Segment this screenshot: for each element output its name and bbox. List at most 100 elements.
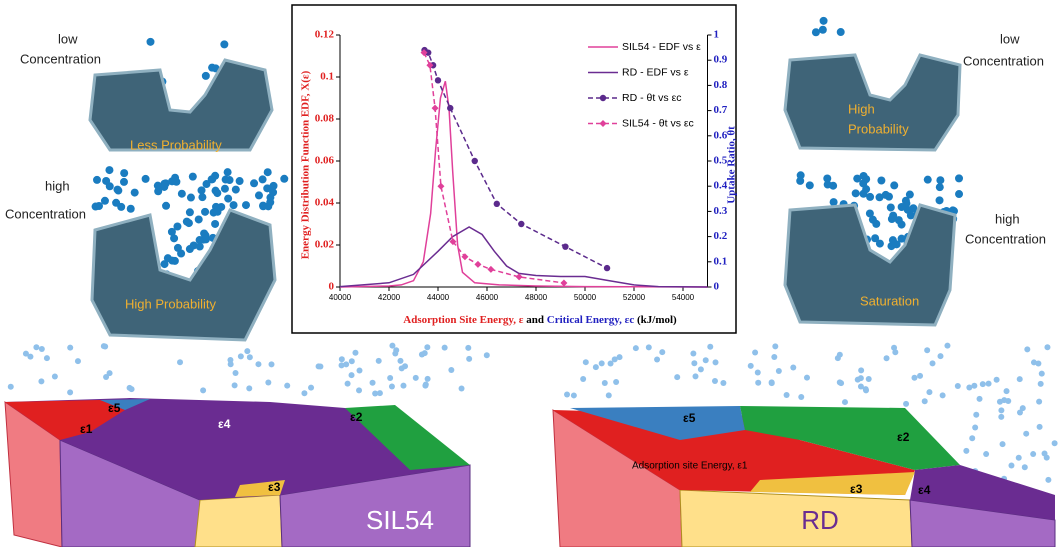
slab-face — [195, 495, 282, 547]
molecule — [224, 168, 232, 176]
label-part: Critical Energy, εc — [547, 314, 635, 326]
molecule — [571, 392, 577, 398]
particle — [92, 210, 275, 340]
molecule — [1036, 399, 1042, 405]
molecule — [776, 368, 782, 374]
molecule — [1039, 371, 1045, 377]
molecule — [1030, 451, 1036, 457]
molecule — [448, 367, 454, 373]
molecule — [1024, 346, 1030, 352]
molecule — [698, 366, 704, 372]
label: low — [58, 31, 78, 46]
molecule — [898, 221, 906, 229]
molecule — [1000, 441, 1006, 447]
molecule — [837, 379, 843, 385]
molecule — [301, 390, 307, 396]
molecule — [755, 369, 761, 375]
molecule — [168, 257, 176, 265]
region-label: ε3 — [268, 480, 281, 494]
molecule — [264, 168, 272, 176]
molecule — [798, 394, 804, 400]
label: Probability — [848, 121, 909, 136]
molecule — [129, 386, 135, 392]
y2-tick-label: 0.6 — [714, 129, 728, 141]
molecule — [212, 187, 220, 195]
legend-marker — [600, 95, 606, 101]
molecule — [189, 173, 197, 181]
molecule — [977, 396, 983, 402]
molecule — [38, 378, 44, 384]
molecule — [131, 189, 139, 197]
molecule — [936, 196, 944, 204]
molecule — [198, 186, 206, 194]
molecule — [120, 178, 128, 186]
molecule — [190, 241, 198, 249]
x-tick-label: 42000 — [378, 293, 401, 302]
molecule — [613, 379, 619, 385]
molecule — [1042, 451, 1048, 457]
molecule — [955, 174, 963, 182]
molecule — [898, 203, 906, 211]
label-part: and — [524, 314, 547, 326]
molecule — [424, 344, 430, 350]
region-label: Adsorption site Energy, ε1 — [632, 461, 748, 472]
molecule — [924, 347, 930, 353]
y-axis-label: Energy Distribution Function EDF, X(ε) — [300, 70, 312, 259]
point — [494, 201, 500, 207]
molecule — [200, 387, 206, 393]
molecule — [238, 353, 244, 359]
y2-tick-label: 0.5 — [714, 155, 728, 167]
legend-label: SIL54 - EDF vs ε — [622, 41, 701, 53]
molecule — [1045, 477, 1051, 483]
y-tick-label: 0.04 — [315, 197, 335, 209]
molecule — [986, 381, 992, 387]
molecule — [769, 379, 775, 385]
molecule — [352, 350, 358, 356]
molecule — [889, 236, 897, 244]
molecule — [244, 348, 250, 354]
molecule — [659, 349, 665, 355]
molecule — [422, 350, 428, 356]
molecule — [713, 359, 719, 365]
legend-label: SIL54 - θt vs εc — [622, 117, 694, 129]
molecule — [242, 201, 250, 209]
molecule — [966, 384, 972, 390]
molecule — [891, 345, 897, 351]
molecule — [105, 166, 113, 174]
molecule — [903, 401, 909, 407]
molecule — [940, 392, 946, 398]
molecule — [955, 383, 961, 389]
molecule — [230, 201, 238, 209]
molecule — [255, 361, 261, 367]
molecule — [887, 203, 895, 211]
molecule — [356, 387, 362, 393]
molecule — [877, 176, 885, 184]
x-tick-label: 44000 — [427, 293, 450, 302]
molecule — [922, 398, 928, 404]
molecule — [214, 208, 222, 216]
y-tick-label: 0.08 — [315, 113, 335, 125]
molecule — [938, 353, 944, 359]
molecule — [442, 345, 448, 351]
molecule — [911, 375, 917, 381]
molecule — [963, 448, 969, 454]
molecule — [1004, 388, 1010, 394]
molecule — [755, 380, 761, 386]
figure: low Concentration Less Probability high … — [0, 0, 1062, 547]
molecule — [772, 343, 778, 349]
molecule — [936, 183, 944, 191]
legend-label: RD - EDF vs ε — [622, 66, 689, 78]
molecule — [917, 373, 923, 379]
label-part: Adsorption Site Energy, ε — [403, 314, 524, 326]
molecule — [196, 236, 204, 244]
molecule — [980, 381, 986, 387]
molecule — [633, 345, 639, 351]
point — [562, 243, 568, 249]
molecule — [790, 365, 796, 371]
molecule — [67, 345, 73, 351]
molecule — [349, 358, 355, 364]
molecule — [174, 244, 182, 252]
molecule — [466, 356, 472, 362]
molecule — [178, 190, 186, 198]
molecule — [343, 361, 349, 367]
